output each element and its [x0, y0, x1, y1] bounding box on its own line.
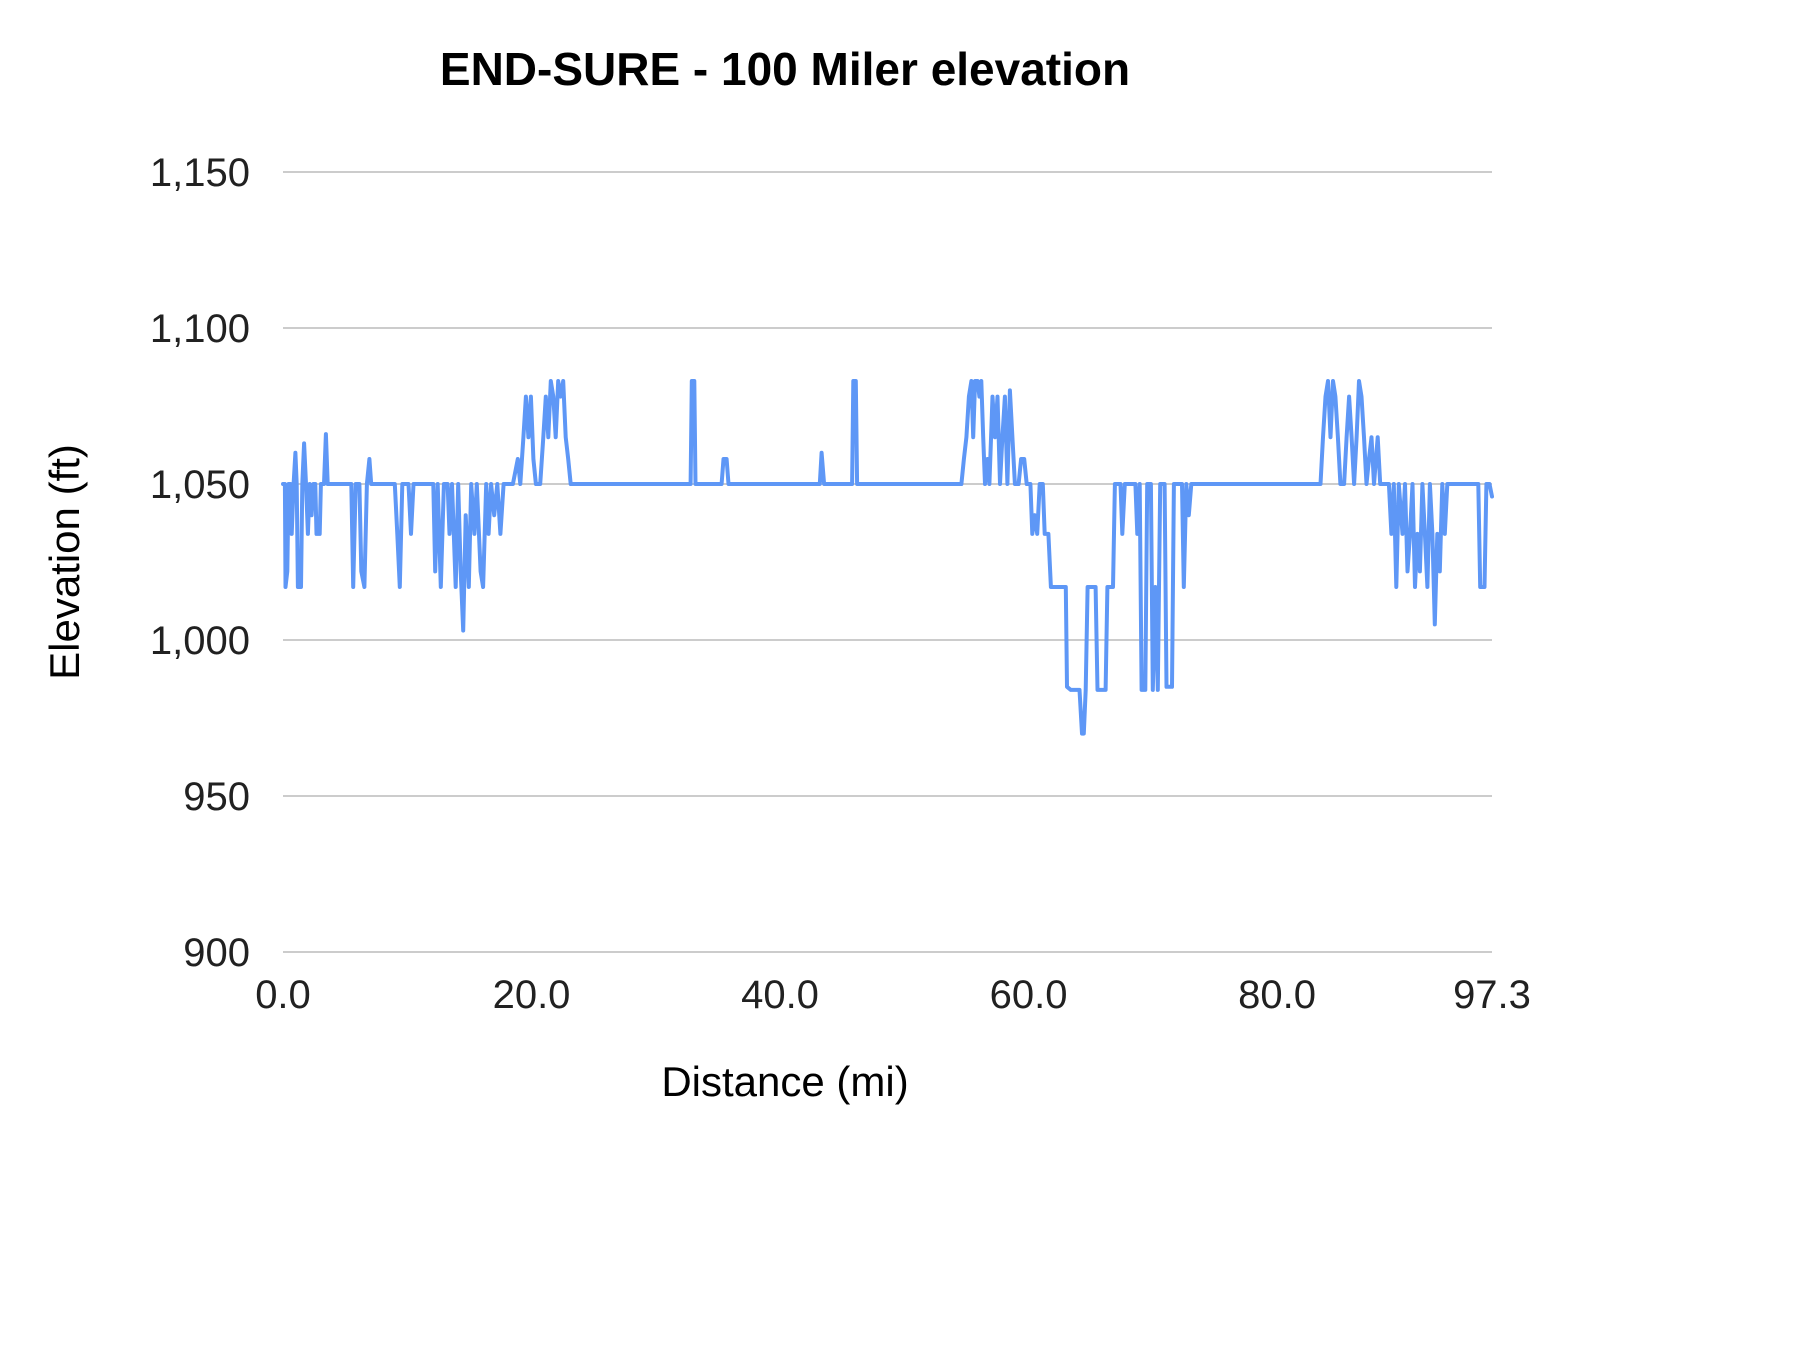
- x-tick-label: 60.0: [990, 973, 1068, 1017]
- y-tick-label: 1,050: [150, 463, 250, 507]
- y-tick-label: 1,100: [150, 307, 250, 351]
- x-tick-label: 80.0: [1238, 973, 1316, 1017]
- elevation-line: [281, 379, 1494, 736]
- x-tick-label: 20.0: [493, 973, 571, 1017]
- x-tick-label: 0.0: [255, 973, 311, 1017]
- x-tick-label: 97.3: [1453, 973, 1531, 1017]
- y-tick-label: 950: [183, 775, 250, 819]
- y-tick-label: 1,150: [150, 151, 250, 195]
- x-axis-title: Distance (mi): [661, 1058, 909, 1105]
- y-tick-label: 1,000: [150, 619, 250, 663]
- x-tick-label: 40.0: [741, 973, 819, 1017]
- chart-title: END-SURE - 100 Miler elevation: [439, 43, 1131, 95]
- y-tick-label: 900: [183, 931, 250, 975]
